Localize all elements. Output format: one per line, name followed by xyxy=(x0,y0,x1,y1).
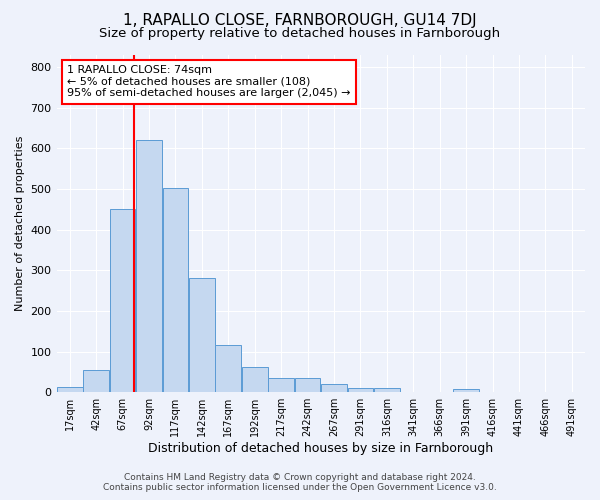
Bar xyxy=(57,387,83,392)
Text: 1, RAPALLO CLOSE, FARNBOROUGH, GU14 7DJ: 1, RAPALLO CLOSE, FARNBOROUGH, GU14 7DJ xyxy=(123,12,477,28)
Bar xyxy=(163,188,188,392)
Bar xyxy=(110,210,136,392)
Bar xyxy=(453,389,479,392)
Text: 1 RAPALLO CLOSE: 74sqm
← 5% of detached houses are smaller (108)
95% of semi-det: 1 RAPALLO CLOSE: 74sqm ← 5% of detached … xyxy=(67,65,350,98)
Bar xyxy=(268,378,294,392)
Bar xyxy=(347,388,373,392)
Text: Contains HM Land Registry data © Crown copyright and database right 2024.
Contai: Contains HM Land Registry data © Crown c… xyxy=(103,473,497,492)
Bar xyxy=(242,367,268,392)
Bar xyxy=(374,388,400,392)
Y-axis label: Number of detached properties: Number of detached properties xyxy=(15,136,25,312)
Bar xyxy=(321,384,347,392)
Bar xyxy=(215,344,241,392)
Bar xyxy=(189,278,215,392)
X-axis label: Distribution of detached houses by size in Farnborough: Distribution of detached houses by size … xyxy=(148,442,493,455)
Bar xyxy=(83,370,109,392)
Text: Size of property relative to detached houses in Farnborough: Size of property relative to detached ho… xyxy=(100,28,500,40)
Bar xyxy=(136,140,162,392)
Bar xyxy=(295,378,320,392)
